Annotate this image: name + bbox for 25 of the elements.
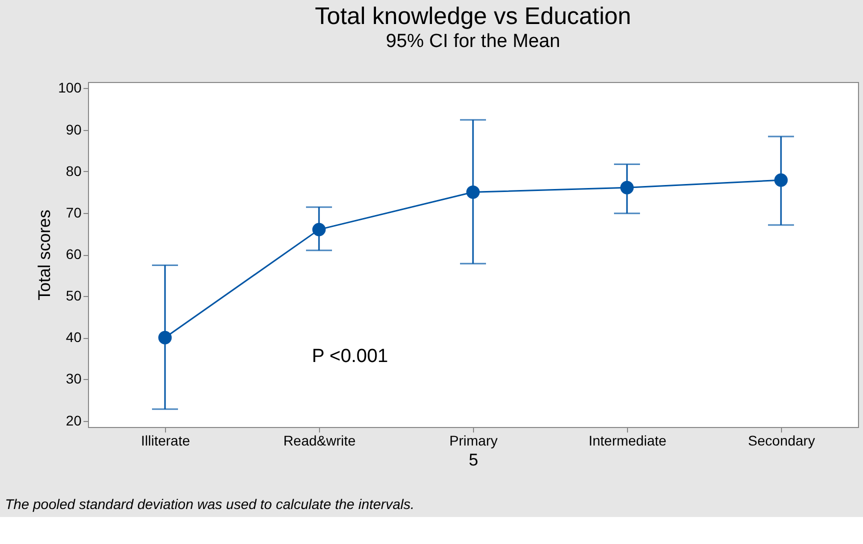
point — [158, 330, 172, 344]
annotation: P <0.001 — [312, 346, 388, 367]
x-tick-label: Read&write — [283, 432, 356, 448]
y-tick-label: 40 — [66, 329, 82, 346]
text: The pooled standard deviation was used to calculate the intervals. — [5, 496, 414, 512]
chart-title: Total knowledge vs Education — [314, 3, 632, 30]
point — [774, 173, 788, 187]
x-tick-label: Illiterate — [140, 432, 190, 448]
y-tick-label: 90 — [66, 121, 82, 138]
point — [620, 180, 634, 194]
point — [466, 185, 480, 199]
x-tick-label: Primary — [449, 432, 498, 448]
point — [312, 222, 326, 236]
x-axis-title: 5 — [468, 450, 478, 470]
y-tick-label: 20 — [66, 412, 82, 428]
y-tick-label: 70 — [66, 204, 82, 220]
x-tick-label: Intermediate — [588, 432, 667, 448]
y-tick-label: 100 — [58, 80, 82, 96]
y-tick-label: 60 — [66, 246, 82, 262]
y-tick-label: 50 — [66, 288, 82, 304]
y-tick-label: 30 — [66, 370, 82, 387]
x-tick-label: Secondary — [748, 432, 815, 448]
y-tick-label: 80 — [66, 162, 82, 179]
y-axis-title: Total scores — [35, 210, 54, 300]
chart-subtitle: 95% CI for the Mean — [386, 31, 560, 52]
